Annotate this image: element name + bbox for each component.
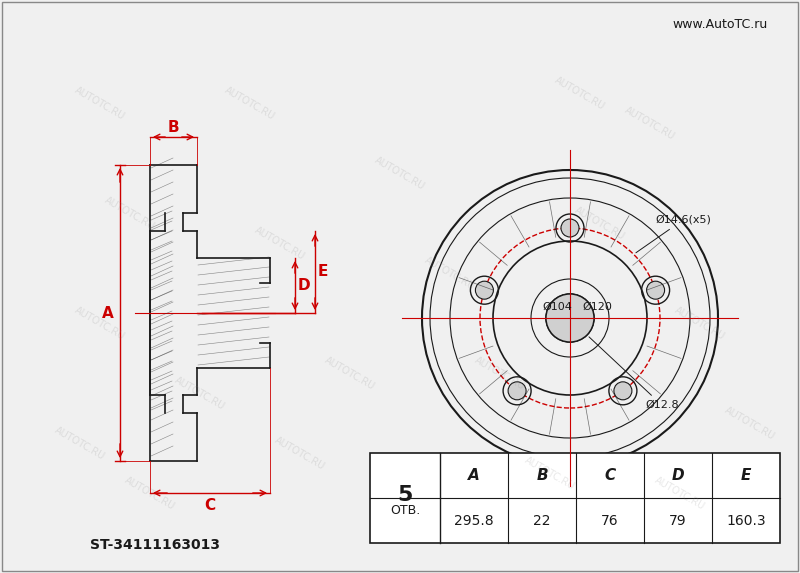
Text: Ø120: Ø120 — [582, 302, 612, 312]
Text: 5: 5 — [398, 485, 413, 505]
Text: 22: 22 — [534, 514, 550, 528]
Text: AUTOTC.RU: AUTOTC.RU — [373, 155, 427, 191]
Text: AUTOTC.RU: AUTOTC.RU — [73, 305, 127, 342]
Text: Ø14.6(x5): Ø14.6(x5) — [636, 215, 711, 253]
Text: AUTOTC.RU: AUTOTC.RU — [253, 225, 307, 261]
Text: A: A — [102, 305, 114, 320]
Text: AUTOTC.RU: AUTOTC.RU — [473, 355, 527, 391]
Circle shape — [646, 281, 665, 299]
Text: 295.8: 295.8 — [454, 514, 494, 528]
Text: 160.3: 160.3 — [726, 514, 766, 528]
Text: AUTOTC.RU: AUTOTC.RU — [53, 425, 107, 461]
Text: AUTOTC.RU: AUTOTC.RU — [323, 355, 377, 391]
Text: E: E — [318, 265, 328, 280]
Text: AUTOTC.RU: AUTOTC.RU — [273, 434, 327, 472]
Circle shape — [561, 219, 579, 237]
Text: C: C — [604, 469, 616, 484]
Text: C: C — [205, 497, 215, 512]
Text: D: D — [298, 278, 310, 293]
Text: AUTOTC.RU: AUTOTC.RU — [723, 405, 777, 441]
Circle shape — [508, 382, 526, 400]
Text: A: A — [468, 469, 480, 484]
Text: AUTOTC.RU: AUTOTC.RU — [673, 305, 727, 342]
Text: B: B — [536, 469, 548, 484]
Text: AUTOTC.RU: AUTOTC.RU — [623, 105, 677, 142]
Text: 76: 76 — [601, 514, 619, 528]
Text: AUTOTC.RU: AUTOTC.RU — [423, 254, 477, 292]
Text: AUTOTC.RU: AUTOTC.RU — [223, 85, 277, 121]
Text: 79: 79 — [669, 514, 687, 528]
Text: AUTOTC.RU: AUTOTC.RU — [73, 85, 127, 121]
Bar — [370, 453, 780, 543]
Circle shape — [475, 281, 494, 299]
Text: Ø12.8: Ø12.8 — [589, 337, 678, 410]
Text: AUTOTC.RU: AUTOTC.RU — [173, 375, 227, 411]
Text: AUTOTC.RU: AUTOTC.RU — [573, 205, 627, 241]
Text: B: B — [168, 120, 179, 135]
Text: AUTOTC.RU: AUTOTC.RU — [123, 474, 177, 511]
Text: AUTOTC.RU: AUTOTC.RU — [553, 74, 607, 111]
Text: E: E — [741, 469, 751, 484]
Text: AUTOTC.RU: AUTOTC.RU — [653, 474, 707, 511]
Text: www.AutoTC.ru: www.AutoTC.ru — [672, 18, 768, 32]
Circle shape — [614, 382, 632, 400]
Text: AUTOTC.RU: AUTOTC.RU — [523, 454, 577, 492]
Text: D: D — [672, 469, 684, 484]
Text: Ø104: Ø104 — [542, 302, 572, 312]
Circle shape — [546, 294, 594, 342]
Text: ST-34111163013: ST-34111163013 — [90, 538, 220, 552]
Text: ОТВ.: ОТВ. — [390, 504, 420, 517]
Text: AUTOTC.RU: AUTOTC.RU — [103, 195, 157, 231]
